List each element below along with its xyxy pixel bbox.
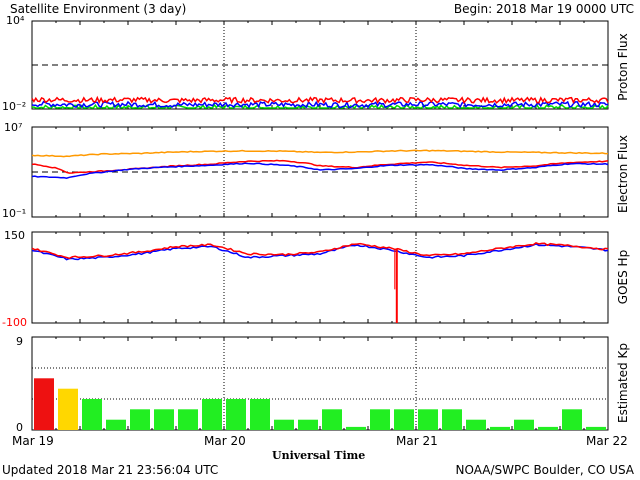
kp-bar <box>394 409 414 430</box>
kp-bar <box>130 409 150 430</box>
series-line-red <box>31 159 609 174</box>
kp-bar <box>442 409 462 430</box>
panel-frame <box>31 20 609 110</box>
series-line-blue <box>31 243 609 261</box>
kp-bar <box>346 426 366 430</box>
kp-bar <box>34 378 54 430</box>
y-axis-title-goes: GOES Hp <box>616 249 630 305</box>
kp-bar <box>106 419 126 430</box>
y-axis-title-proton: Proton Flux <box>616 33 630 101</box>
kp-bar <box>370 409 390 430</box>
kp-bar <box>250 399 270 430</box>
y-tick-label: 10⁴ <box>6 14 25 27</box>
kp-bar <box>418 409 438 430</box>
kp-bar <box>322 409 342 430</box>
series-line-blue <box>31 100 609 109</box>
kp-bar <box>82 399 102 430</box>
panel-frame <box>31 126 609 218</box>
x-tick-label: Mar 20 <box>204 434 246 448</box>
series-line-red <box>31 95 609 105</box>
y-tick-label: 9 <box>16 335 23 348</box>
series-line-orange <box>31 149 608 158</box>
kp-bar <box>58 388 78 430</box>
y-axis-title-kp: Estimated Kp <box>616 343 630 423</box>
kp-bar <box>202 399 222 430</box>
y-axis-title-electron: Electron Flux <box>616 135 630 213</box>
x-axis-title: Universal Time <box>272 449 366 462</box>
kp-bar <box>490 426 510 430</box>
plot-title: Satellite Environment (3 day) <box>10 2 187 16</box>
series-line-blue <box>31 162 609 179</box>
kp-bar <box>154 409 174 430</box>
kp-bar <box>274 419 294 430</box>
source-credit: NOAA/SWPC Boulder, CO USA <box>455 463 634 477</box>
x-tick-label: Mar 21 <box>396 434 438 448</box>
x-tick-label: Mar 19 <box>12 434 54 448</box>
kp-bar <box>586 426 606 430</box>
kp-bar <box>178 409 198 430</box>
kp-bar <box>226 399 246 430</box>
y-tick-label: 10⁻² <box>2 100 27 113</box>
updated-timestamp: Updated 2018 Mar 21 23:56:04 UTC <box>2 463 219 477</box>
x-tick-label: Mar 22 <box>586 434 628 448</box>
y-tick-label: 0 <box>16 421 23 434</box>
series-line-green <box>31 103 609 110</box>
kp-bar <box>562 409 582 430</box>
series-line-red <box>31 241 609 260</box>
begin-time: Begin: 2018 Mar 19 0000 UTC <box>453 2 634 16</box>
kp-bar <box>466 419 486 430</box>
kp-bar <box>514 419 534 430</box>
y-tick-label: 150 <box>4 229 25 242</box>
kp-bar <box>298 419 318 430</box>
y-tick-label: -100 <box>2 316 27 329</box>
panel-frame <box>31 336 609 431</box>
y-tick-label: 10⁷ <box>4 121 23 134</box>
kp-bar <box>538 426 558 430</box>
y-tick-label: 10⁻¹ <box>2 207 27 220</box>
